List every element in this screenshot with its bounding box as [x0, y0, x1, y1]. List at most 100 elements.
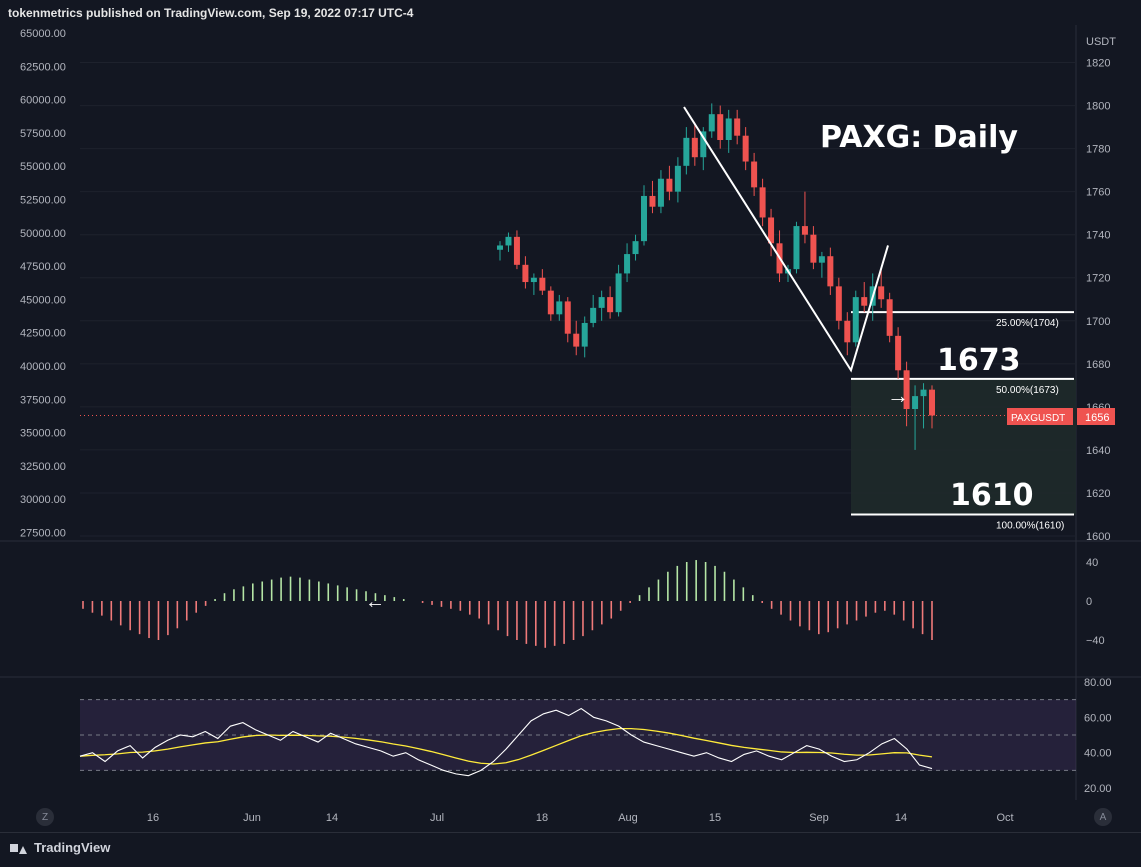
candle-body	[666, 178, 673, 192]
macd-axis-tick: 0	[1086, 596, 1092, 608]
right-arrow-annotation[interactable]: →	[887, 383, 909, 408]
candle-body	[607, 297, 614, 313]
rsi-axis-tick: 20.00	[1084, 783, 1112, 795]
macd-axis-tick: −40	[1086, 635, 1105, 647]
candle-body	[717, 114, 724, 140]
candle-body	[683, 137, 690, 166]
candle	[530, 273, 537, 295]
time-axis: 16 Jun 14 Jul 18 Aug 15 Sep 14 Oct	[147, 812, 1014, 824]
right-axis-tick: 1600	[1086, 531, 1110, 543]
candle-body	[878, 286, 885, 300]
fib-retracement-zone[interactable]: 25.00%(1704) 50.00%(1673) 100.00%(1610)	[80, 311, 1076, 531]
left-axis-tick: 55000.00	[20, 161, 66, 173]
candle-body	[759, 187, 766, 218]
candle	[759, 178, 766, 227]
candle	[844, 312, 851, 356]
left-axis-tick: 27500.00	[20, 528, 66, 540]
candle	[581, 316, 588, 358]
rsi-pane[interactable]: 80.00 60.00 40.00 20.00	[79, 677, 1112, 795]
candle	[742, 127, 749, 171]
left-axis-tick: 65000.00	[20, 28, 66, 40]
candle	[547, 286, 554, 321]
candle	[674, 157, 681, 203]
time-axis-tick: Sep	[809, 812, 829, 824]
candle-body	[547, 290, 554, 315]
candle	[886, 292, 893, 343]
candle-body	[564, 301, 571, 334]
rsi-line	[79, 707, 933, 777]
candle	[920, 383, 927, 429]
candle-body	[641, 195, 647, 242]
rsi-axis-tick: 80.00	[1084, 677, 1112, 689]
left-axis-tick: 32500.00	[20, 461, 66, 473]
candle-body	[632, 241, 639, 255]
macd-histogram[interactable]: 40 0 −40	[82, 557, 1105, 648]
candle-body	[657, 178, 664, 207]
candle-body	[700, 131, 707, 158]
candle	[624, 243, 631, 283]
candle	[522, 256, 529, 289]
time-axis-tick: Aug	[618, 812, 638, 824]
candle-body	[615, 273, 622, 313]
time-axis-tick: Oct	[996, 812, 1013, 824]
candle	[878, 269, 885, 308]
candle	[556, 294, 563, 321]
fib-level-label: 25.00%(1704)	[996, 318, 1059, 329]
candle-body	[861, 297, 868, 306]
candle	[573, 320, 580, 356]
right-axis-tick: 1760	[1086, 187, 1110, 199]
candle	[895, 327, 902, 379]
left-axis-tick: 35000.00	[20, 428, 66, 440]
left-axis-tick: 62500.00	[20, 61, 66, 73]
a-button[interactable]: A	[1094, 808, 1112, 826]
left-axis-tick: 40000.00	[20, 361, 66, 373]
left-arrow-annotation[interactable]: ←	[365, 591, 385, 613]
candle-body	[810, 234, 817, 263]
right-axis-tick: 1620	[1086, 488, 1110, 500]
candle-body	[649, 195, 656, 207]
left-axis-tick: 30000.00	[20, 494, 66, 506]
last-price: 1656	[1085, 412, 1109, 424]
candle	[717, 105, 724, 149]
candle	[700, 127, 707, 171]
time-axis-tick: 14	[895, 812, 907, 824]
trendline-drawings[interactable]	[683, 106, 889, 373]
left-axis-tick: 37500.00	[20, 394, 66, 406]
candle	[852, 290, 859, 347]
candle-body	[751, 161, 758, 188]
candle-body	[497, 245, 503, 250]
right-price-axis: 1820180017801760174017201700168016601640…	[1086, 58, 1110, 543]
candle-body	[513, 236, 520, 265]
candle	[827, 247, 834, 295]
macd-axis-tick: 40	[1086, 557, 1098, 569]
candle	[641, 185, 647, 246]
candle	[835, 277, 842, 330]
right-axis-tick: 1720	[1086, 273, 1110, 285]
left-axis-tick: 52500.00	[20, 195, 66, 207]
candle-body	[530, 277, 537, 283]
time-axis-tick: 18	[536, 812, 548, 824]
candlestick-series[interactable]	[497, 103, 935, 450]
rsi-axis-tick: 60.00	[1084, 712, 1112, 724]
candle	[903, 361, 910, 427]
tradingview-logo[interactable]: TradingView	[10, 840, 110, 855]
zigzag-trendline	[683, 106, 889, 373]
candle	[751, 152, 758, 196]
candle-body	[835, 286, 842, 321]
left-axis-tick: 57500.00	[20, 128, 66, 140]
right-axis-tick: 1820	[1086, 58, 1110, 70]
rsi-axis-tick: 40.00	[1084, 748, 1112, 760]
time-axis-tick: Jul	[430, 812, 444, 824]
candle	[564, 297, 571, 343]
z-button[interactable]: Z	[36, 808, 54, 826]
candle-body	[522, 264, 529, 283]
candle	[598, 290, 605, 321]
time-axis-tick: Jun	[243, 812, 261, 824]
tradingview-logo-icon	[10, 842, 28, 854]
candle	[657, 170, 664, 214]
fib-level-label: 100.00%(1610)	[996, 520, 1064, 531]
left-axis-tick: 60000.00	[20, 95, 66, 107]
candle	[912, 385, 919, 450]
publisher-line: tokenmetrics published on TradingView.co…	[8, 6, 414, 20]
